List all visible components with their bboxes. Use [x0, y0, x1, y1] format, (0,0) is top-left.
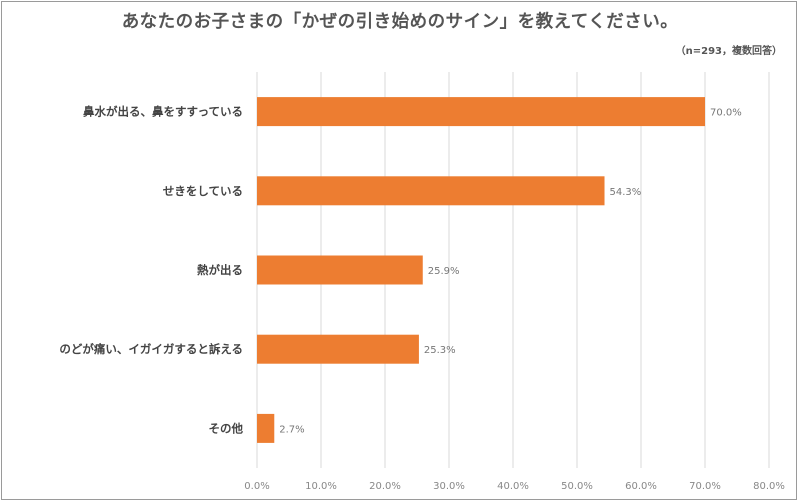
labels: 0.0% 10.0% 20.0% 30.0% 40.0% 50.0% 60.0% 70.0% 8… [59, 105, 785, 492]
x-tick-label: 30.0% [433, 481, 465, 492]
x-tick-label: 40.0% [497, 481, 529, 492]
bars [257, 97, 705, 443]
category-label: 鼻水が出る、鼻をすすっている [83, 105, 243, 119]
gridlines [256, 72, 770, 468]
x-tick-label: 70.0% [689, 481, 721, 492]
data-label: 25.3% [424, 345, 456, 356]
x-tick-label: 50.0% [561, 481, 593, 492]
bar [257, 176, 605, 206]
data-label: 2.7% [279, 424, 304, 435]
x-tick-label: 10.0% [305, 481, 337, 492]
bar [257, 413, 275, 443]
data-label: 70.0% [710, 108, 742, 119]
category-label: せきをしている [163, 184, 243, 198]
category-label: 熱が出る [197, 263, 243, 277]
sample-note: （n=293，複数回答） [675, 46, 782, 57]
x-tick-label: 80.0% [753, 481, 785, 492]
bar [257, 255, 423, 285]
category-label: のどが痛い、イガイガすると訴える [59, 342, 243, 356]
data-label: 54.3% [610, 187, 642, 198]
chart-title: あなたのお子さまの「かぜの引き始めのサイン」を教えてください。 [121, 12, 679, 32]
x-tick-label: 60.0% [625, 481, 657, 492]
x-tick-label: 0.0% [244, 481, 269, 492]
category-label: その他 [209, 421, 244, 435]
bar [257, 97, 705, 127]
x-tick-label: 20.0% [369, 481, 401, 492]
data-label: 25.9% [428, 266, 460, 277]
bar [257, 334, 419, 364]
